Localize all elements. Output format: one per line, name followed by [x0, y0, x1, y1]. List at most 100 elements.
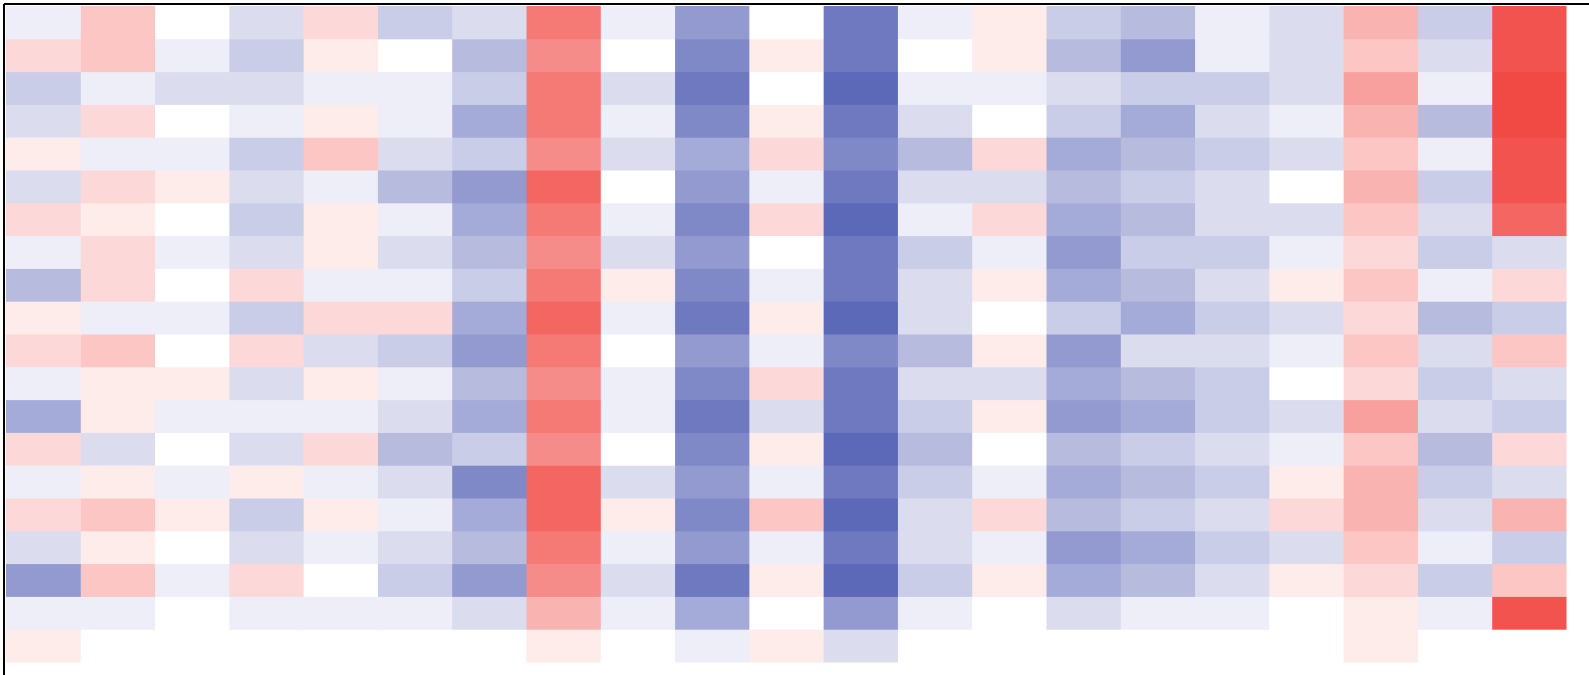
heat-cell	[1417, 39, 1492, 72]
heat-cell	[303, 564, 378, 597]
heat-cell	[6, 334, 81, 367]
heat-cell	[1195, 6, 1270, 39]
heat-cell	[526, 400, 601, 433]
heat-cell	[1417, 203, 1492, 236]
heat-cell	[155, 203, 230, 236]
heat-cell	[897, 629, 972, 662]
heat-cell	[452, 72, 527, 105]
heat-cell	[1046, 432, 1121, 465]
heat-cell	[80, 334, 155, 367]
heat-cell	[229, 236, 304, 269]
heat-cell	[1417, 432, 1492, 465]
heat-cell	[749, 39, 824, 72]
heat-cell	[600, 498, 675, 531]
heat-cell	[155, 334, 230, 367]
heat-cell	[229, 531, 304, 564]
heat-cell	[1343, 39, 1418, 72]
heat-cell	[6, 203, 81, 236]
heat-cell	[80, 498, 155, 531]
heat-cell	[155, 400, 230, 433]
heat-cell	[1269, 367, 1344, 400]
heat-cell	[6, 498, 81, 531]
heat-cell	[1492, 104, 1567, 137]
heat-cell	[6, 137, 81, 170]
heat-cell	[1492, 203, 1567, 236]
heat-cell	[1269, 39, 1344, 72]
heat-cell	[675, 400, 750, 433]
heat-cell	[526, 596, 601, 629]
heat-cell	[1343, 72, 1418, 105]
heat-cell	[377, 400, 452, 433]
heat-cell	[303, 498, 378, 531]
heat-cell	[1046, 104, 1121, 137]
heat-cell	[229, 498, 304, 531]
heat-cell	[452, 596, 527, 629]
heat-cell	[452, 465, 527, 498]
heat-cell	[80, 203, 155, 236]
heat-cell	[1269, 564, 1344, 597]
heat-cell	[1269, 531, 1344, 564]
heat-cell	[897, 531, 972, 564]
heat-cell	[897, 203, 972, 236]
heat-cell	[155, 104, 230, 137]
heat-cell	[600, 72, 675, 105]
heat-cell	[229, 39, 304, 72]
heat-cell	[303, 432, 378, 465]
heat-cell	[897, 301, 972, 334]
heat-cell	[1492, 6, 1567, 39]
heat-cell	[1195, 629, 1270, 662]
heat-cell	[303, 596, 378, 629]
heat-cell	[1269, 170, 1344, 203]
heat-cell	[1343, 367, 1418, 400]
heat-cell	[1046, 334, 1121, 367]
heat-cell	[675, 367, 750, 400]
heat-cell	[1046, 465, 1121, 498]
heat-cell	[526, 432, 601, 465]
heat-cell	[600, 170, 675, 203]
heat-cell	[675, 334, 750, 367]
heat-cell	[823, 564, 898, 597]
heat-cell	[897, 6, 972, 39]
heat-cell	[155, 596, 230, 629]
heat-cell	[972, 137, 1047, 170]
heat-cell	[675, 39, 750, 72]
heat-cell	[526, 301, 601, 334]
heat-cell	[1417, 170, 1492, 203]
heat-cell	[823, 596, 898, 629]
heat-cell	[303, 531, 378, 564]
heat-cell	[6, 629, 81, 662]
heat-cell	[1195, 564, 1270, 597]
heat-cell	[452, 629, 527, 662]
heat-cell	[675, 236, 750, 269]
heat-cell	[377, 203, 452, 236]
heat-cell	[526, 367, 601, 400]
heat-cell	[1417, 6, 1492, 39]
heat-cell	[1195, 203, 1270, 236]
heat-cell	[155, 629, 230, 662]
heat-cell	[1120, 236, 1195, 269]
heat-cell	[155, 432, 230, 465]
heat-cell	[303, 400, 378, 433]
heat-cell	[6, 39, 81, 72]
heat-cell	[823, 301, 898, 334]
heat-cell	[897, 498, 972, 531]
heat-cell	[303, 137, 378, 170]
heat-cell	[1492, 137, 1567, 170]
heat-cell	[452, 170, 527, 203]
heat-cell	[600, 203, 675, 236]
heat-cell	[1343, 6, 1418, 39]
heat-cell	[675, 629, 750, 662]
heat-cell	[452, 498, 527, 531]
heat-cell	[972, 170, 1047, 203]
heat-cell	[155, 531, 230, 564]
heat-cell	[6, 564, 81, 597]
heat-cell	[972, 531, 1047, 564]
heat-cell	[749, 432, 824, 465]
heat-cell	[897, 268, 972, 301]
heat-cell	[1492, 465, 1567, 498]
heat-cell	[155, 236, 230, 269]
heat-cell	[1046, 301, 1121, 334]
heat-cell	[1343, 432, 1418, 465]
heat-cell	[1417, 629, 1492, 662]
heat-cell	[1120, 432, 1195, 465]
